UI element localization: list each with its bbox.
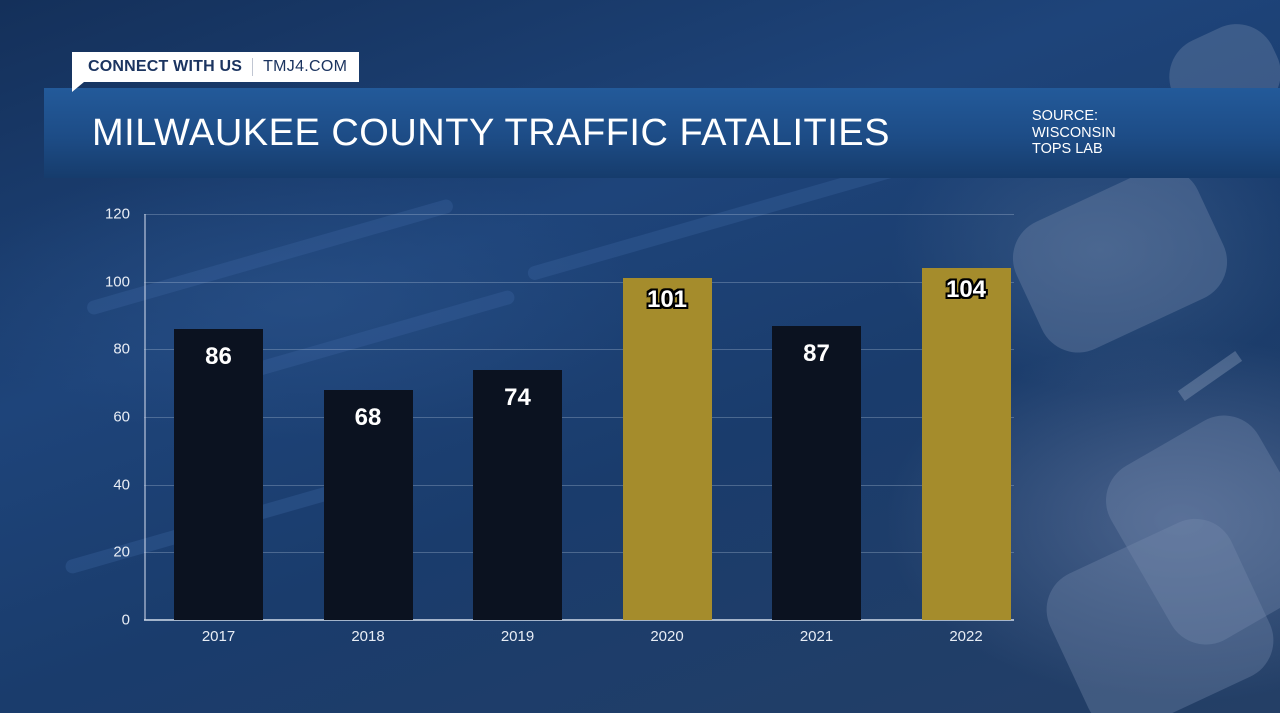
y-tick-label: 100 xyxy=(104,273,130,291)
bar-value-label: 104 xyxy=(945,276,987,304)
y-tick-label: 20 xyxy=(113,543,130,561)
connect-with-us-tag: CONNECT WITH US TMJ4.COM xyxy=(72,52,360,92)
bar-value-label: 74 xyxy=(504,383,531,411)
y-tick-label: 120 xyxy=(104,205,130,223)
source-line: SOURCE: xyxy=(1032,108,1099,124)
gridline xyxy=(144,484,1014,486)
tag-divider xyxy=(252,58,254,76)
x-tick-label: 2019 xyxy=(500,628,535,645)
gridline xyxy=(144,349,1014,351)
x-tick-label: 2017 xyxy=(201,628,236,645)
bar-2018: 68 xyxy=(323,389,413,620)
gridline xyxy=(144,281,1014,283)
gridline xyxy=(144,214,1014,215)
y-tick-label: 80 xyxy=(113,340,130,358)
source-credit: SOURCE: WISCONSIN TOPS LAB xyxy=(1032,108,1116,158)
x-tick-label: 2021 xyxy=(799,628,834,645)
connect-label: CONNECT WITH US xyxy=(88,58,243,75)
y-axis xyxy=(144,214,146,620)
x-tick-label: 2020 xyxy=(650,628,684,645)
title-bar: MILWAUKEE COUNTY TRAFFIC FATALITIES SOUR… xyxy=(44,88,1280,178)
website-label: TMJ4.COM xyxy=(263,58,348,75)
bar-2017: 86 xyxy=(174,329,263,620)
gridline xyxy=(144,417,1014,418)
bar-2022: 104 xyxy=(921,268,1011,620)
bar-value-label: 86 xyxy=(205,343,232,371)
x-tick-label: 2022 xyxy=(949,628,983,645)
source-line: WISCONSIN xyxy=(1032,124,1116,141)
page-title: MILWAUKEE COUNTY TRAFFIC FATALITIES xyxy=(92,112,891,154)
plot-area: 0 20 40 60 80 100 120 86 2017 68 2018 74 2019 101 2020… xyxy=(105,206,1014,645)
x-tick-label: 2018 xyxy=(351,628,385,645)
x-axis xyxy=(144,619,1014,621)
bar-value-label: 68 xyxy=(354,403,382,431)
y-tick-label: 0 xyxy=(121,611,130,629)
bar-2019: 74 xyxy=(473,369,562,620)
bar-2021: 87 xyxy=(772,325,861,620)
bar-2020: 101 xyxy=(622,278,712,620)
bar-value-label: 101 xyxy=(646,286,688,314)
y-tick-label: 40 xyxy=(113,476,130,494)
gridline xyxy=(144,552,1014,554)
source-line: TOPS LAB xyxy=(1032,141,1103,157)
y-tick-label: 60 xyxy=(113,408,130,426)
bar-value-label: 87 xyxy=(803,339,830,367)
